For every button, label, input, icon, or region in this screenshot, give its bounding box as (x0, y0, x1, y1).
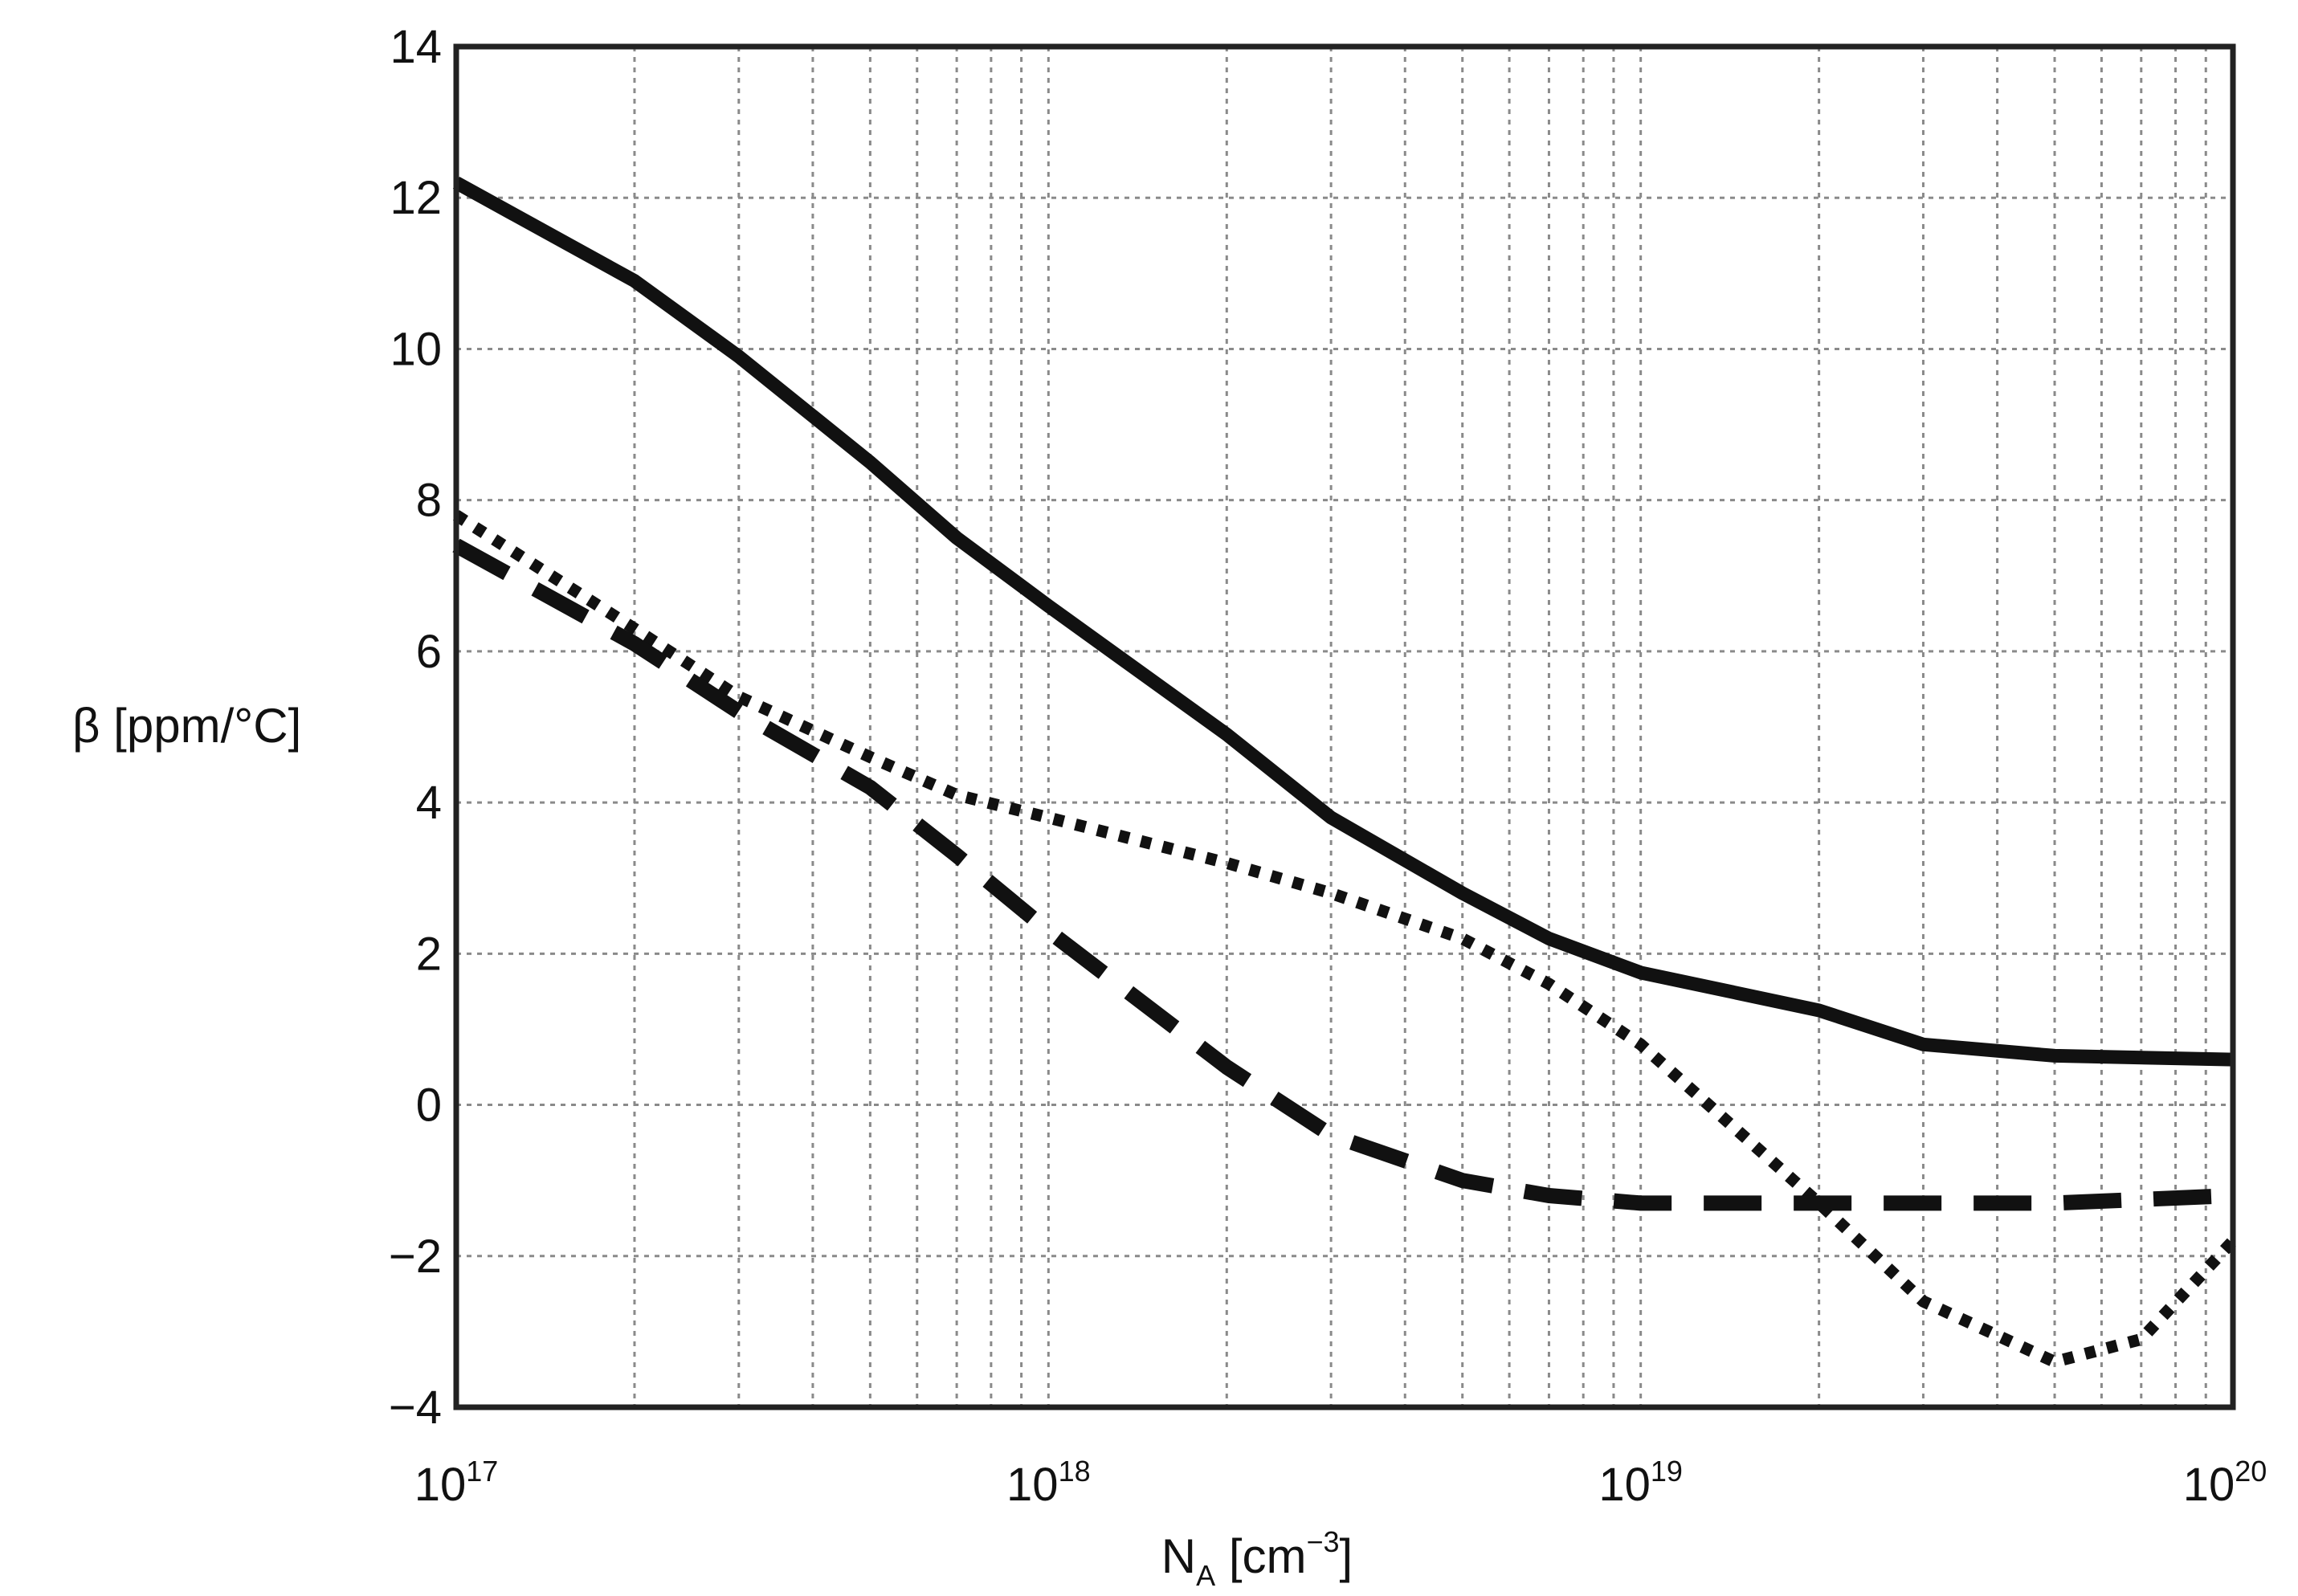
y-tick-labels: 14 12 10 8 6 4 2 0 −2 −4 (389, 21, 442, 1434)
x-tick-labels: 1017 1018 1019 1020 (414, 1455, 2267, 1511)
x-axis-title: NA [cm−3] (1161, 1525, 1353, 1592)
y-tick-label: −4 (389, 1382, 442, 1434)
y-axis-title: β [ppm/°C] (72, 699, 301, 753)
x-tick-label: 1019 (1598, 1455, 1683, 1511)
plot-frame (453, 43, 2236, 1410)
y-tick-label: 2 (416, 928, 442, 980)
y-tick-label: 14 (390, 21, 442, 73)
y-tick-label: 10 (390, 323, 442, 375)
x-axis-title-unit: [cm (1215, 1529, 1306, 1583)
y-tick-label: 0 (416, 1080, 442, 1132)
y-tick-label: 8 (416, 475, 442, 527)
y-tick-label: 12 (390, 172, 442, 224)
y-tick-label: −2 (389, 1231, 442, 1283)
x-axis-title-subscript: A (1196, 1559, 1215, 1592)
series-line-dashed (452, 538, 2234, 1211)
series-line-solid (452, 176, 2234, 1067)
x-tick-label: 1020 (2183, 1455, 2267, 1511)
y-tick-label: 4 (416, 777, 442, 829)
x-tick-label: 1017 (414, 1455, 499, 1511)
x-axis-title-unit-close: ] (1340, 1529, 1353, 1583)
x-tick-label: 1018 (1006, 1455, 1091, 1511)
grid (456, 47, 2233, 1407)
x-axis-title-symbol: N (1161, 1529, 1196, 1583)
x-axis-title-unit-exponent: −3 (1306, 1525, 1339, 1558)
series-layer (452, 176, 2238, 1368)
series-line-dotted (452, 510, 2238, 1368)
y-tick-label: 6 (416, 626, 442, 678)
